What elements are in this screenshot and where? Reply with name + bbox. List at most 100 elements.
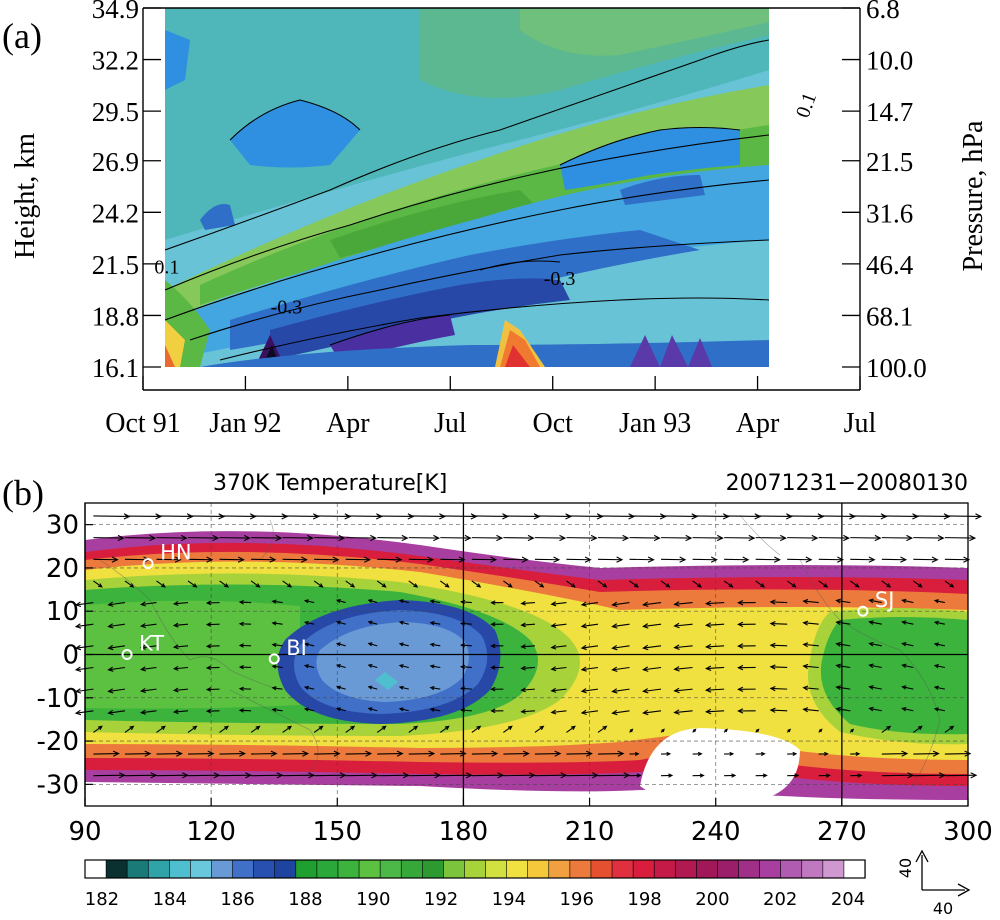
wind-vector xyxy=(551,666,567,670)
colorbar-cell xyxy=(632,859,655,879)
wind-vector-head xyxy=(271,707,277,713)
wind-vector xyxy=(770,666,788,669)
wind-vector-head xyxy=(107,709,114,716)
wind-vector-head xyxy=(868,706,874,712)
wind-vector-head xyxy=(335,599,341,604)
wind-vector-head xyxy=(433,534,441,542)
wind-vector-head xyxy=(371,772,379,779)
wind-vector xyxy=(612,688,630,693)
wind-vector-head xyxy=(97,725,103,731)
wind-vector-head xyxy=(302,750,310,757)
colorbar-cell xyxy=(232,859,255,879)
wind-vector xyxy=(674,623,693,627)
wind-vector xyxy=(219,725,229,733)
wind-vector xyxy=(706,666,725,670)
wind-vector-head xyxy=(444,725,450,731)
colorbar-label: 194 xyxy=(492,889,526,910)
wind-vector-head xyxy=(350,725,356,731)
wind-vector-head xyxy=(107,623,114,629)
wind-vector-head xyxy=(737,600,744,606)
wind-vector-head xyxy=(901,598,907,604)
wind-vector-head xyxy=(917,725,923,731)
b-x-tick-label: 210 xyxy=(565,817,615,847)
wind-vector xyxy=(902,707,914,712)
wind-vector-head xyxy=(520,622,526,628)
colorbar-cell xyxy=(443,859,466,879)
wind-vector xyxy=(93,725,103,733)
a-right-tick-label: 46.4 xyxy=(866,250,914,280)
wind-vector xyxy=(305,621,315,625)
wind-vector-head xyxy=(303,707,309,712)
wind-vector-head xyxy=(459,664,466,670)
wind-vector-head xyxy=(458,556,466,563)
b-y-tick-label: -30 xyxy=(37,770,79,800)
wind-vector-head xyxy=(365,750,373,757)
wind-vector-head xyxy=(642,709,649,716)
wind-vector xyxy=(282,580,292,588)
wind-vector-head xyxy=(647,556,655,563)
a-left-tick-label: 24.2 xyxy=(92,198,139,228)
colorbar-cell xyxy=(717,859,740,879)
wind-vector xyxy=(913,580,923,588)
wind-vector-head xyxy=(459,708,466,713)
colorbar-label: 202 xyxy=(763,889,797,910)
wind-vector-head xyxy=(705,643,712,650)
wind-vector-head xyxy=(737,686,744,693)
wind-vector-head xyxy=(975,513,983,520)
wind-vector-head xyxy=(434,772,442,779)
station-marker xyxy=(268,653,280,665)
wind-vector-head xyxy=(224,725,229,731)
wind-vector-head xyxy=(823,583,829,588)
colorbar-cell xyxy=(295,859,318,879)
wind-vector-head xyxy=(396,750,404,757)
wind-vector-head xyxy=(679,556,687,563)
wind-vector-head xyxy=(180,534,188,542)
wind-vector-head xyxy=(339,772,347,779)
wind-vector-head xyxy=(428,750,436,757)
wind-vector-head xyxy=(429,642,435,647)
wind-vector-head xyxy=(287,725,293,731)
wind-vector-head xyxy=(507,725,513,731)
wind-vector-head xyxy=(634,583,639,588)
wind-vector-head xyxy=(668,773,674,778)
wind-vector-head xyxy=(791,583,797,588)
wind-vector-head xyxy=(270,750,278,757)
panel-b-y-ticks: 30 20 10 0 -10 -20 -30 xyxy=(37,511,93,800)
wind-vector-head xyxy=(748,534,756,542)
colorbar-cell xyxy=(759,859,782,879)
wind-vector-head xyxy=(835,706,841,712)
wind-vector-head xyxy=(590,534,598,542)
colorbar-cell xyxy=(548,859,571,879)
wind-vector-head xyxy=(642,601,649,607)
wind-vector xyxy=(108,666,126,671)
wind-vector xyxy=(770,644,788,647)
wind-vector xyxy=(581,688,599,692)
wind-vector-head xyxy=(271,642,277,648)
wind-vector-head xyxy=(835,641,841,647)
wind-vector xyxy=(581,645,599,649)
wind-vector xyxy=(337,642,346,647)
wind-vector-head xyxy=(580,688,587,694)
wind-vector-head xyxy=(634,751,640,756)
wind-vector-head xyxy=(107,688,114,694)
a-x-tick-label: Apr xyxy=(736,408,780,439)
wind-vector xyxy=(313,580,323,588)
wind-vector xyxy=(399,708,409,712)
wind-vector-head xyxy=(74,666,82,672)
wind-vector-head xyxy=(850,728,855,733)
wind-vector-head xyxy=(238,686,244,692)
wind-vector-head xyxy=(802,685,809,691)
wind-vector xyxy=(345,580,355,588)
a-left-tick-label: 18.8 xyxy=(92,301,139,331)
wind-vector-head xyxy=(367,663,373,668)
wind-vector-head xyxy=(802,663,809,669)
wind-vector-head xyxy=(318,725,324,731)
wind-vector-head xyxy=(802,598,809,605)
wind-vector xyxy=(337,621,346,625)
colorbar-cell xyxy=(738,859,761,879)
wind-vector-head xyxy=(705,600,712,607)
wind-vector-head xyxy=(238,643,244,648)
wind-vector-head xyxy=(271,686,277,691)
colorbar-cell xyxy=(611,859,634,879)
wind-vector xyxy=(174,645,189,648)
